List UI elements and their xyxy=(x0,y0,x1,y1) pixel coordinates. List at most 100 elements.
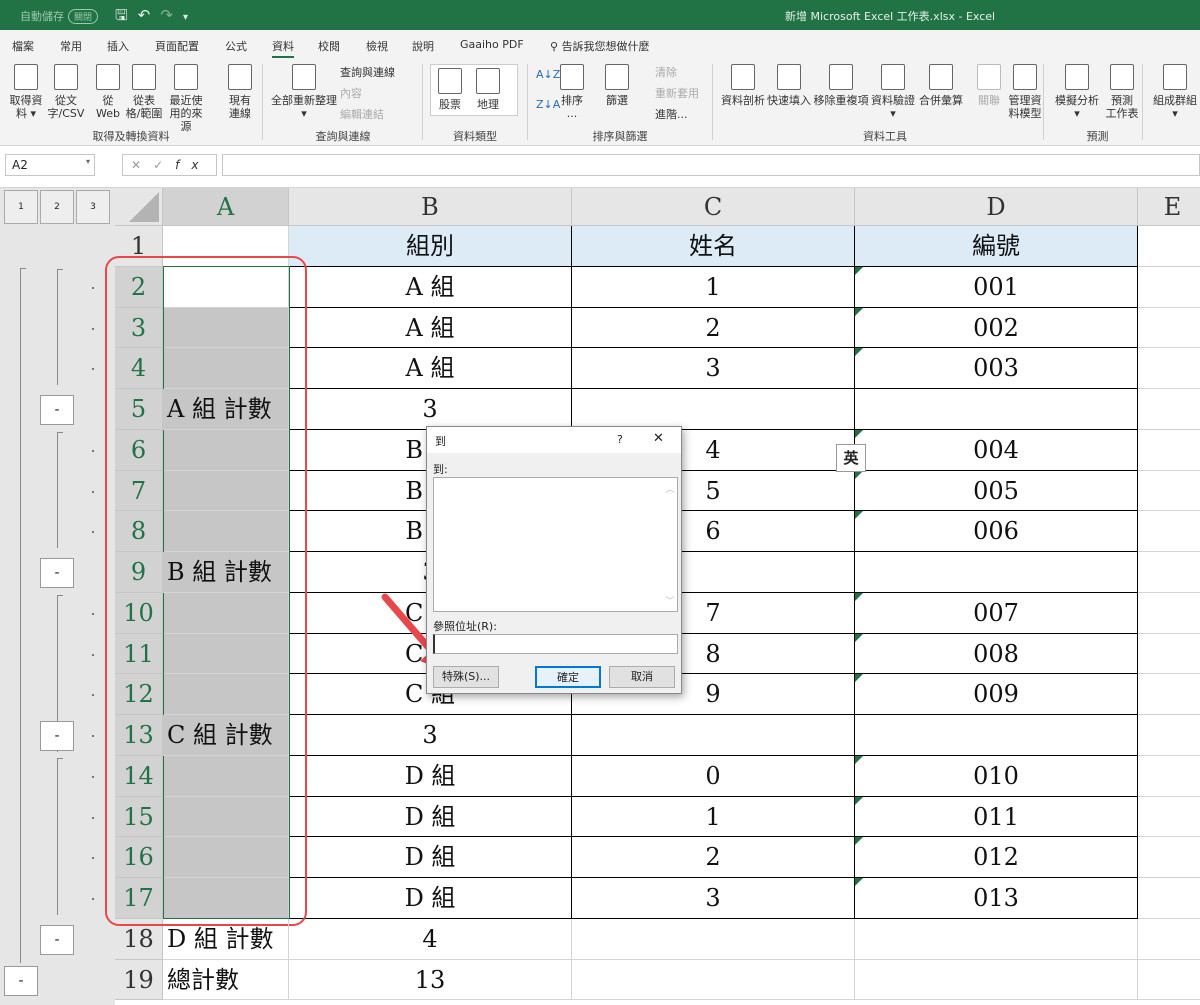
column-header-C[interactable]: C xyxy=(572,188,855,226)
autosave-toggle[interactable]: 關閉 xyxy=(68,9,99,24)
cell-e11[interactable] xyxy=(1138,634,1200,675)
cell-c5[interactable] xyxy=(572,389,855,430)
filter-item-1[interactable]: 重新套用 xyxy=(655,87,699,100)
cell-a6[interactable] xyxy=(163,429,289,471)
tab-3[interactable]: 頁面配置 xyxy=(155,40,199,53)
tab-1[interactable]: 常用 xyxy=(60,40,82,53)
column-header-B[interactable]: B xyxy=(289,188,572,226)
cell-b17[interactable]: D 組 xyxy=(289,878,572,919)
cell-a10[interactable] xyxy=(163,592,289,634)
row-header-1[interactable]: 1 xyxy=(115,226,163,267)
cell-c13[interactable] xyxy=(572,715,855,756)
cell-a7[interactable] xyxy=(163,470,289,512)
outline-level-2-button[interactable]: 2 xyxy=(40,190,74,224)
cell-e10[interactable] xyxy=(1138,593,1200,634)
collapse-group-button[interactable]: - xyxy=(40,395,74,425)
cell-b16[interactable]: D 組 xyxy=(289,837,572,878)
cell-c7[interactable]: 5 xyxy=(572,470,855,512)
get-data-btn-4[interactable]: 最近使 用的來源 xyxy=(166,64,206,133)
cell-c4[interactable]: 3 xyxy=(572,348,855,389)
cell-a9[interactable]: B 組 計數 xyxy=(163,552,289,593)
scroll-down-icon[interactable]: ﹀ xyxy=(665,597,675,607)
get-data-btn-5[interactable]: 現有 連線 xyxy=(220,64,260,120)
cell-a5[interactable]: A 組 計數 xyxy=(163,389,289,430)
cell-d9[interactable] xyxy=(855,552,1138,593)
cell-c2[interactable]: 1 xyxy=(572,266,855,308)
sort-za-icon[interactable]: Z↓A xyxy=(536,98,561,111)
cell-c1[interactable]: 姓名 xyxy=(572,226,855,267)
cell-a11[interactable] xyxy=(163,633,289,675)
cell-e3[interactable] xyxy=(1138,308,1200,349)
customize-qat-icon[interactable]: ▾ xyxy=(182,12,198,23)
column-header-D[interactable]: D xyxy=(855,188,1138,226)
forecast-sheet-button[interactable]: 預測 工作表 xyxy=(1102,64,1142,120)
cell-d8[interactable]: 006 xyxy=(855,511,1138,552)
data-tool-5[interactable]: 關聯 xyxy=(966,64,1012,107)
row-header-13[interactable]: 13 xyxy=(115,715,163,756)
cell-d5[interactable] xyxy=(855,389,1138,430)
cell-b3[interactable]: A 組 xyxy=(289,307,572,349)
cell-d3[interactable]: 002 xyxy=(855,307,1138,349)
outline-level-3-button[interactable]: 3 xyxy=(76,190,110,224)
cell-e18[interactable] xyxy=(1138,919,1200,960)
cell-b18[interactable]: 4 xyxy=(289,918,572,960)
row-header-7[interactable]: 7 xyxy=(115,470,163,512)
cell-c12[interactable]: 9 xyxy=(572,674,855,715)
enter-icon[interactable]: ✓ xyxy=(153,158,176,172)
cell-d12[interactable]: 009 xyxy=(855,674,1138,715)
tab-5[interactable]: 資料 xyxy=(272,38,294,58)
cell-e16[interactable] xyxy=(1138,837,1200,878)
cell-e19[interactable] xyxy=(1138,960,1200,1001)
autosave[interactable]: 自動儲存 關閉 xyxy=(20,8,99,24)
cell-c10[interactable]: 7 xyxy=(572,592,855,634)
cell-d11[interactable]: 008 xyxy=(855,633,1138,675)
name-box[interactable]: A2 ▾ xyxy=(5,154,95,176)
data-tool-3[interactable]: 資料驗證 ▾ xyxy=(870,64,916,120)
cell-b13[interactable]: 3 xyxy=(289,715,572,756)
cell-b19[interactable]: 13 xyxy=(289,959,572,1001)
row-header-19[interactable]: 19 xyxy=(115,959,163,1001)
sort-button[interactable]: 排序 ... xyxy=(557,64,587,120)
collapse-group-button[interactable]: - xyxy=(40,721,74,751)
chevron-down-icon[interactable]: ▾ xyxy=(85,157,90,166)
cell-c14[interactable]: 0 xyxy=(572,755,855,797)
scroll-up-icon[interactable]: ︿ xyxy=(665,485,675,495)
collapse-group-button[interactable]: - xyxy=(40,558,74,588)
cell-d19[interactable] xyxy=(855,959,1138,1001)
cell-d17[interactable]: 013 xyxy=(855,878,1138,919)
row-header-5[interactable]: 5 xyxy=(115,389,163,430)
cell-c15[interactable]: 1 xyxy=(572,796,855,838)
cell-a2[interactable] xyxy=(163,266,289,308)
data-tool-2[interactable]: 移除重複項 xyxy=(812,64,870,107)
cell-b1[interactable]: 組別 xyxy=(289,226,572,267)
filter-item-0[interactable]: 清除 xyxy=(655,66,677,79)
cell-a18[interactable]: D 組 計數 xyxy=(163,918,289,960)
cell-d14[interactable]: 010 xyxy=(855,755,1138,797)
cell-a12[interactable] xyxy=(163,674,289,715)
goto-list[interactable]: ︿ ﹀ xyxy=(433,477,678,612)
refresh-all-button[interactable]: 全部重新整理 ▾ xyxy=(268,64,340,120)
get-data-btn-1[interactable]: 從文 字/CSV xyxy=(46,64,86,120)
insert-function-icon[interactable]: fx xyxy=(175,158,211,172)
cell-b4[interactable]: A 組 xyxy=(289,348,572,389)
row-header-17[interactable]: 17 xyxy=(115,878,163,919)
cell-d1[interactable]: 編號 xyxy=(855,226,1138,267)
cell-d6[interactable]: 004 xyxy=(855,429,1138,471)
sort-az-icon[interactable]: A↓Z xyxy=(536,68,561,81)
cell-a3[interactable] xyxy=(163,307,289,349)
tab-9[interactable]: Gaaiho PDF xyxy=(460,38,524,51)
cell-c3[interactable]: 2 xyxy=(572,307,855,349)
cell-a19[interactable]: 總計數 xyxy=(163,959,289,1001)
row-header-15[interactable]: 15 xyxy=(115,796,163,838)
cell-a8[interactable] xyxy=(163,511,289,552)
get-data-btn-0[interactable]: 取得資 料 ▾ xyxy=(6,64,46,120)
outline-level-1-button[interactable]: 1 xyxy=(4,190,38,224)
list-scrollbar[interactable]: ︿ ﹀ xyxy=(663,478,677,611)
collapse-total-button[interactable]: - xyxy=(4,965,38,996)
data-tool-0[interactable]: 資料剖析 xyxy=(720,64,766,107)
formula-input[interactable] xyxy=(222,154,1200,176)
cell-d16[interactable]: 012 xyxy=(855,837,1138,878)
cell-e6[interactable] xyxy=(1138,430,1200,471)
cell-e14[interactable] xyxy=(1138,756,1200,797)
cell-c8[interactable]: 6 xyxy=(572,511,855,552)
